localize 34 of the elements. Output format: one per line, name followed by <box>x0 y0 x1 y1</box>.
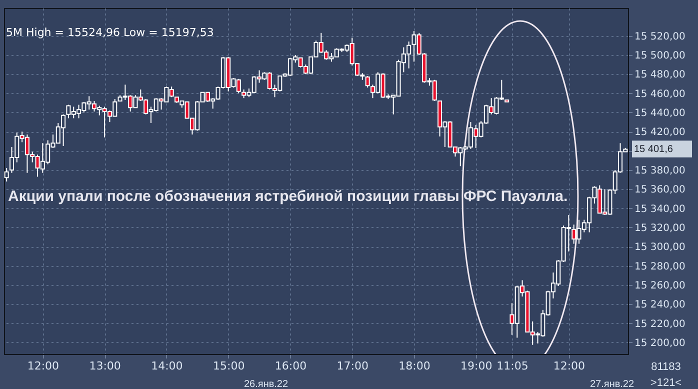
text: 81183 <box>651 361 681 373</box>
text: 27.янв.22 <box>590 379 634 389</box>
y-tick-label: 15 200,00 <box>634 338 686 349</box>
y-tick-label: 15 360,00 <box>634 184 686 196</box>
y-tick-label: 15 320,00 <box>634 222 686 234</box>
text: 15 401,6 <box>634 144 674 155</box>
x-tick-label: 15:00 <box>212 360 245 372</box>
x-tick-label: 12:00 <box>27 360 60 372</box>
x-tick-label: 17:00 <box>336 360 368 372</box>
text: 26.янв.22 <box>244 379 288 389</box>
text: >121< <box>650 377 682 389</box>
y-tick-label: 15 440,00 <box>634 108 686 119</box>
x-tick-label: 19:00 <box>460 360 492 372</box>
y-tick-label: 15 420,00 <box>634 127 686 138</box>
y-tick-label: 15 380,00 <box>634 165 686 176</box>
text: 5M High = 15524,96 Low = 15197,53 <box>6 26 214 39</box>
x-tick-label: 16:00 <box>274 360 307 372</box>
x-tick-label: 12:00 <box>553 360 586 372</box>
x-tick-label: 14:00 <box>151 360 183 372</box>
y-tick-label: 15 260,00 <box>634 280 686 292</box>
y-tick-label: 15 500,00 <box>634 50 686 62</box>
candlestick <box>365 76 370 88</box>
y-tick-label: 15 480,00 <box>634 70 686 81</box>
y-tick-label: 15 280,00 <box>634 261 686 272</box>
x-tick-label: 18:00 <box>398 360 430 372</box>
y-tick-label: 15 340,00 <box>634 204 686 215</box>
x-tick-label: 11:05 <box>496 360 528 372</box>
y-tick-label: 15 520,00 <box>634 31 686 42</box>
y-tick-label: 15 460,00 <box>634 88 686 100</box>
x-tick-label: 13:00 <box>89 360 121 372</box>
y-tick-label: 15 240,00 <box>634 300 686 311</box>
annotation: Акции упали после обозначения ястребиной позиции главы ФРС Пауэлла. <box>8 188 568 205</box>
y-tick-label: 15 300,00 <box>634 242 686 254</box>
y-tick-label: 15 220,00 <box>634 318 686 330</box>
